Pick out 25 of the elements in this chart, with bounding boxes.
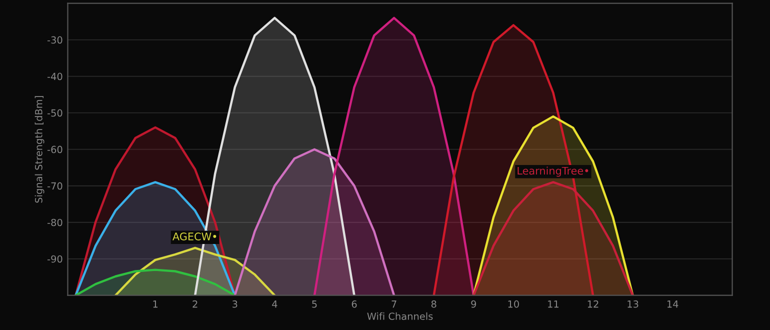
y-tick-label: -80 xyxy=(47,218,62,226)
x-tick-label: 5 xyxy=(312,300,317,308)
y-tick-label: -70 xyxy=(47,182,62,190)
x-tick-label: 12 xyxy=(588,300,598,308)
y-tick-label: -40 xyxy=(47,72,62,80)
x-tick-label: 14 xyxy=(667,300,678,308)
y-axis-title: Signal Strength [dBm] xyxy=(34,96,44,203)
x-tick-label: 9 xyxy=(471,300,476,308)
x-tick-label: 7 xyxy=(392,300,396,308)
x-tick-label: 13 xyxy=(628,300,638,308)
y-tick-label: -30 xyxy=(47,36,62,44)
y-tick-label: -60 xyxy=(47,146,62,154)
x-tick-label: 4 xyxy=(272,300,278,308)
x-tick-label: 11 xyxy=(548,300,558,308)
x-axis-title: Wifi Channels xyxy=(367,312,433,320)
x-tick-label: 3 xyxy=(232,300,238,308)
x-tick-label: 10 xyxy=(508,300,519,308)
y-tick-label: -90 xyxy=(47,255,62,263)
series-label: LearningTree• xyxy=(518,166,588,177)
x-tick-label: 2 xyxy=(192,300,198,308)
y-tick-label: -50 xyxy=(47,109,62,117)
x-tick-label: 6 xyxy=(352,300,357,308)
x-tick-label: 8 xyxy=(431,300,436,308)
series-label: AGECW• xyxy=(172,232,216,240)
x-tick-label: 1 xyxy=(153,300,158,308)
